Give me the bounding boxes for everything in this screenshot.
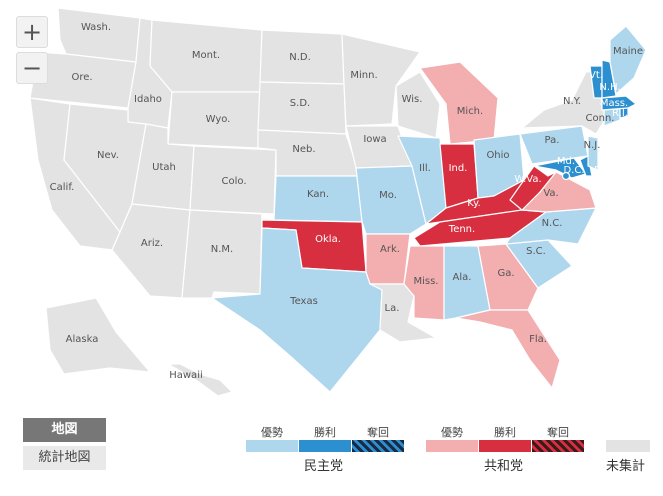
legend-rep-lead-label: 優勢 bbox=[441, 426, 463, 439]
state-hawaii[interactable] bbox=[167, 363, 233, 397]
state-nh[interactable] bbox=[601, 59, 617, 99]
zoom-out-button[interactable]: − bbox=[16, 52, 48, 84]
legend-rep-lead-swatch bbox=[426, 440, 478, 452]
legend-dem-lead-swatch bbox=[246, 440, 298, 452]
state-alaska[interactable] bbox=[45, 297, 151, 375]
state-label-del: Del. bbox=[594, 165, 614, 176]
state-label-hawaii: Hawaii bbox=[169, 370, 203, 381]
map-view-button[interactable]: 地図 bbox=[23, 418, 106, 442]
state-label-iowa: Iowa bbox=[363, 134, 386, 145]
state-label-ariz: Ariz. bbox=[141, 238, 163, 249]
state-label-pa: Pa. bbox=[545, 135, 560, 146]
state-label-ky: Ky. bbox=[467, 198, 481, 209]
state-label-miss: Miss. bbox=[413, 276, 438, 287]
state-label-nc: N.C. bbox=[542, 218, 563, 229]
state-texas[interactable] bbox=[211, 227, 383, 393]
state-label-tenn: Tenn. bbox=[448, 224, 475, 235]
statistical-map-button[interactable]: 統計地図 bbox=[23, 446, 106, 470]
legend-uncounted-label: 未集計 bbox=[606, 459, 646, 474]
state-label-ill: Ill. bbox=[419, 163, 431, 174]
legend-dem-lead-label: 優勢 bbox=[261, 426, 283, 439]
state-iowa[interactable] bbox=[345, 125, 413, 169]
state-label-sd: S.D. bbox=[290, 98, 310, 109]
legend-dem-win-swatch bbox=[299, 440, 351, 452]
state-label-nj: N.J. bbox=[584, 140, 601, 151]
legend-rep-win-label: 勝利 bbox=[494, 426, 516, 439]
state-label-nm: N.M. bbox=[211, 244, 233, 255]
state-shapes bbox=[29, 7, 647, 397]
state-label-mich: Mich. bbox=[457, 106, 483, 117]
state-label-wash: Wash. bbox=[81, 22, 111, 33]
state-label-conn: Conn. bbox=[586, 113, 615, 124]
legend-rep-party: 共和党 bbox=[484, 459, 524, 474]
state-label-mass: Mass. bbox=[600, 98, 628, 109]
state-label-ga: Ga. bbox=[497, 268, 514, 279]
state-nj[interactable] bbox=[587, 135, 599, 171]
state-dc[interactable] bbox=[561, 171, 571, 181]
state-label-wyo: Wyo. bbox=[206, 114, 231, 125]
state-mass[interactable] bbox=[601, 95, 637, 111]
state-label-neb: Neb. bbox=[292, 144, 315, 155]
state-label-nev: Nev. bbox=[97, 150, 119, 161]
state-label-minn: Minn. bbox=[350, 70, 377, 81]
state-label-ind: Ind. bbox=[449, 163, 468, 174]
legend-dem-flip-label: 奪回 bbox=[367, 426, 389, 439]
state-label-va: Va. bbox=[543, 188, 558, 199]
state-wis[interactable] bbox=[395, 71, 441, 139]
state-label-ohio: Ohio bbox=[486, 150, 509, 161]
legend-rep-flip-swatch bbox=[532, 440, 584, 452]
zoom-in-button[interactable]: + bbox=[16, 16, 48, 48]
state-minn[interactable] bbox=[341, 33, 421, 127]
state-label-okla: Okla. bbox=[315, 234, 341, 245]
legend-uncounted-swatch bbox=[606, 440, 650, 452]
state-label-wis: Wis. bbox=[402, 94, 423, 105]
legend-dem-party: 民主党 bbox=[304, 459, 344, 474]
state-fla[interactable] bbox=[455, 309, 561, 389]
legend-rep-flip-label: 奪回 bbox=[547, 426, 569, 439]
state-label-ala: Ala. bbox=[453, 272, 472, 283]
legend-dem-flip-swatch bbox=[352, 440, 404, 452]
state-label-mo: Mo. bbox=[379, 190, 397, 201]
state-label-ri: R.I. bbox=[612, 108, 628, 119]
state-label-sc: S.C. bbox=[526, 246, 546, 257]
state-label-nh: N.H. bbox=[599, 82, 620, 93]
state-labels: Wash. Ore. Calif. Idaho Nev. Mont. Wyo. Utah Ari… bbox=[50, 22, 643, 381]
state-ark[interactable] bbox=[365, 233, 411, 285]
state-label-kan: Kan. bbox=[307, 189, 329, 200]
state-label-utah: Utah bbox=[152, 162, 176, 173]
us-election-map: Wash. Ore. Calif. Idaho Nev. Mont. Wyo. Utah Ari… bbox=[29, 7, 647, 397]
state-label-la: La. bbox=[385, 303, 400, 314]
state-nm[interactable] bbox=[181, 209, 263, 299]
state-label-wva: W.Va. bbox=[514, 174, 541, 185]
legend-dem-win-label: 勝利 bbox=[314, 426, 336, 439]
state-label-ark: Ark. bbox=[380, 244, 400, 255]
state-label-ny: N.Y. bbox=[563, 96, 581, 107]
state-wva[interactable] bbox=[509, 165, 557, 211]
state-label-idaho: Idaho bbox=[134, 94, 162, 105]
state-label-fla: Fla. bbox=[529, 334, 547, 345]
state-md[interactable] bbox=[533, 157, 587, 179]
state-maine[interactable] bbox=[609, 25, 647, 95]
state-label-texas: Texas bbox=[289, 296, 318, 307]
legend-rep-win-swatch bbox=[479, 440, 531, 452]
state-label-alaska: Alaska bbox=[66, 334, 99, 345]
state-ga[interactable] bbox=[477, 243, 539, 311]
state-label-maine: Maine bbox=[613, 46, 643, 57]
state-label-mont: Mont. bbox=[192, 50, 220, 61]
state-label-vt: Vt. bbox=[589, 70, 603, 81]
state-label-nd: N.D. bbox=[289, 52, 311, 63]
state-label-dc: D.C. bbox=[563, 165, 584, 176]
state-label-ore: Ore. bbox=[71, 72, 92, 83]
state-label-colo: Colo. bbox=[222, 176, 247, 187]
state-label-calif: Calif. bbox=[50, 182, 75, 193]
state-label-md: Md. bbox=[557, 156, 575, 167]
